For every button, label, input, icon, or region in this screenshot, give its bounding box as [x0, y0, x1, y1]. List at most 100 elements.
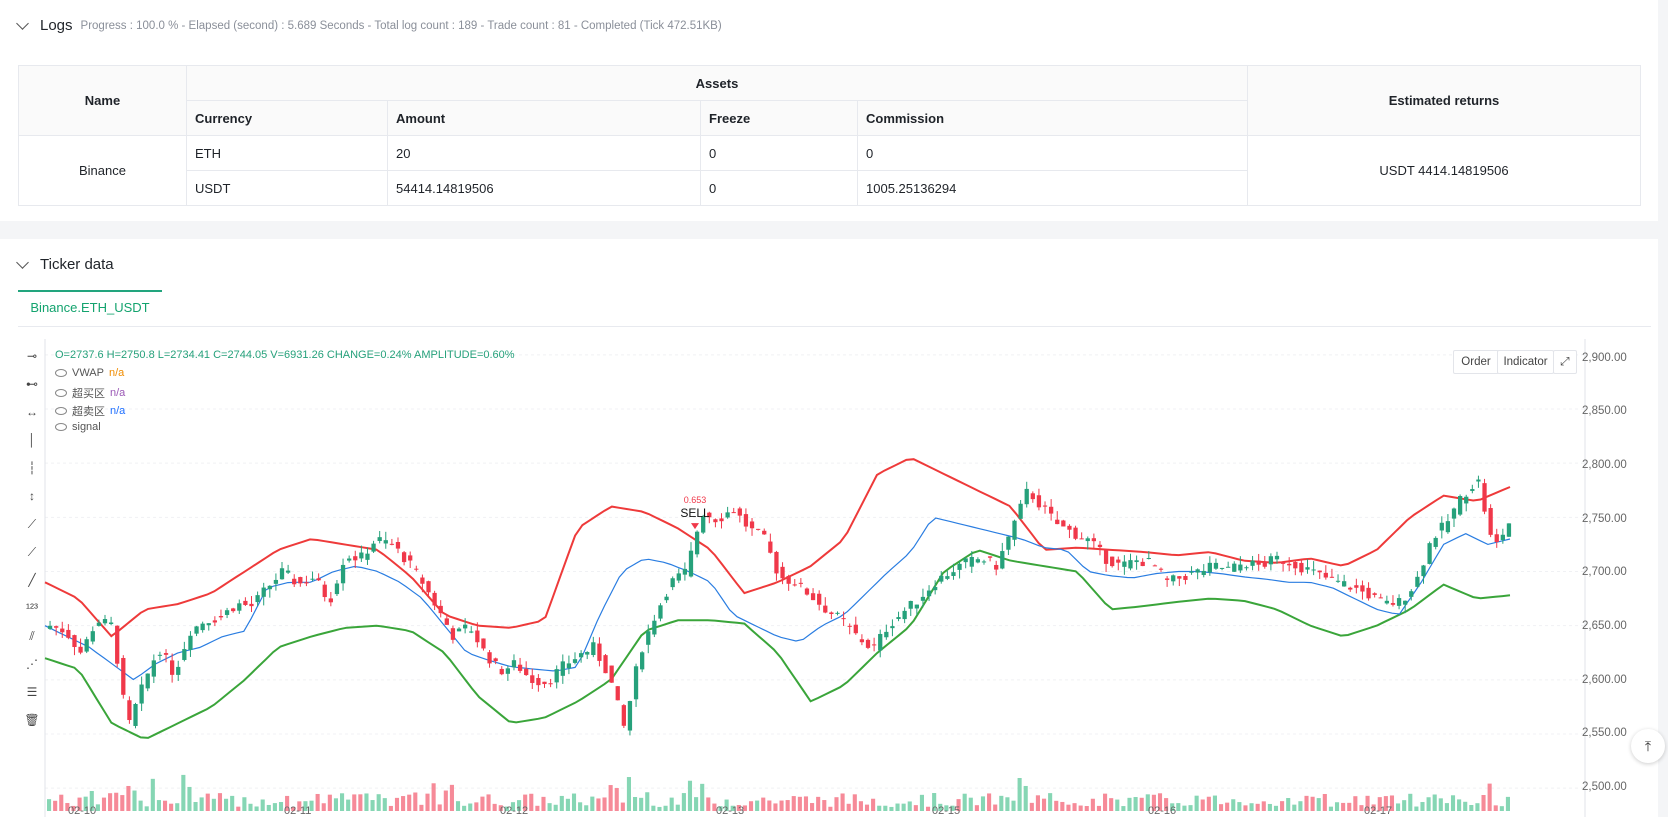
fibonacci-tool-icon[interactable]: ⋰ [26, 657, 38, 671]
candle-body [688, 550, 694, 577]
fib-levels-tool-icon[interactable]: ☰ [26, 685, 38, 699]
volume-bar [156, 800, 161, 811]
y-tick-label: 2,900.00 [1582, 352, 1627, 364]
chevron-down-icon[interactable] [16, 255, 29, 269]
volume-bar [462, 805, 467, 811]
indicator-button[interactable]: Indicator [1497, 350, 1554, 374]
volume-bar [584, 805, 589, 811]
candle-body [1439, 522, 1444, 531]
volume-bar [1481, 795, 1486, 811]
horizontal-line-tool-icon[interactable]: ⊸ [26, 349, 38, 363]
y-tick-label: 2,650.00 [1582, 620, 1627, 632]
candle-body [890, 626, 895, 629]
candle-body [591, 642, 596, 656]
volume-bar [266, 804, 271, 811]
ohlc-readout: O=2737.6 H=2750.8 L=2734.41 C=2744.05 V=… [55, 349, 515, 361]
candle-body [670, 578, 675, 588]
indicator-overbought[interactable]: 超买区 n/a [55, 385, 125, 401]
volume-bar [864, 804, 870, 811]
candle-body [1280, 562, 1286, 564]
candle-body [572, 659, 578, 663]
volume-bar [47, 799, 52, 811]
indicator-signal[interactable]: signal [55, 421, 101, 433]
candle-body [664, 596, 669, 601]
volume-bar [162, 800, 168, 811]
volume-bar [1249, 803, 1254, 811]
candle-body [322, 584, 327, 598]
candle-body [798, 582, 804, 584]
candle-body [1122, 561, 1127, 567]
y-tick-label: 2,750.00 [1582, 513, 1627, 525]
logs-header[interactable]: Logs Progress : 100.0 % - Elapsed (secon… [16, 16, 722, 34]
volume-bar [364, 793, 369, 811]
volume-bar [633, 797, 638, 811]
volume-bar [309, 800, 314, 811]
volume-bar [529, 793, 534, 811]
candle-body [377, 537, 382, 541]
volume-bar [382, 798, 387, 811]
volume-bar [236, 806, 241, 811]
volume-bar [712, 803, 717, 811]
volume-bar [913, 805, 918, 811]
candle-body [554, 669, 559, 683]
volume-bar [773, 803, 778, 811]
sell-arrow-icon [691, 523, 699, 530]
candle-body [1360, 585, 1365, 592]
freeze-header: Freeze [700, 100, 858, 136]
ticker-title: Ticker data [40, 256, 114, 273]
order-button[interactable]: Order [1453, 350, 1499, 374]
vertical-line-tool-icon[interactable]: │ [28, 433, 36, 447]
volume-bar [1145, 794, 1150, 811]
eye-icon[interactable] [55, 407, 67, 415]
volume-bar [199, 797, 204, 811]
candle-body [975, 559, 981, 563]
vertical-ray-tool-icon[interactable]: ↕ [29, 489, 35, 503]
volume-bar [956, 799, 961, 811]
candle-body [1390, 603, 1396, 605]
indicator-name: signal [72, 421, 101, 433]
candle-body [1457, 496, 1463, 515]
trend-line-tool-icon[interactable]: ⟋ [27, 516, 37, 531]
candle-body [212, 620, 218, 623]
candle-body [1244, 567, 1249, 569]
candle-body [719, 518, 724, 522]
horizontal-ray-tool-icon[interactable]: ⊷ [26, 377, 38, 391]
vwap-line [44, 517, 1511, 681]
ray-line-tool-icon[interactable]: ⟋ [27, 544, 37, 559]
eye-icon[interactable] [55, 423, 67, 431]
scroll-to-top-button[interactable]: ⤒ [1631, 729, 1665, 763]
trash-icon[interactable]: 🗑 [24, 713, 40, 727]
volume-bar [1255, 803, 1260, 811]
indicator-oversold[interactable]: 超卖区 n/a [55, 403, 125, 419]
candle-body [444, 618, 449, 625]
eye-icon[interactable] [55, 389, 67, 397]
volume-bar [871, 798, 876, 811]
eye-icon[interactable] [55, 369, 67, 377]
amount-cell: 54414.14819506 [387, 170, 701, 206]
chevron-down-icon[interactable] [16, 16, 29, 30]
candle-body [96, 622, 102, 626]
volume-bar [327, 794, 332, 811]
volume-bar [1212, 795, 1217, 811]
volume-bar [217, 793, 223, 811]
candle-body [1036, 495, 1042, 508]
parallel-channel-tool-icon[interactable]: ⫽ [29, 628, 35, 643]
vertical-segment-tool-icon[interactable]: ┆ [28, 461, 36, 475]
candle-body [853, 624, 858, 634]
indicator-vwap[interactable]: VWAP n/a [55, 367, 124, 379]
price-line-tool-icon[interactable]: ¹²³ [26, 601, 38, 615]
volume-bar [889, 806, 894, 811]
tab-binance-eth-usdt[interactable]: Binance.ETH_USDT [18, 290, 162, 322]
volume-bar [120, 795, 125, 811]
candle-body [163, 653, 169, 655]
volume-bar [211, 798, 216, 811]
candle-body [1024, 488, 1029, 505]
horizontal-segment-tool-icon[interactable]: ↔ [26, 405, 38, 419]
segment-tool-icon[interactable]: ╱ [28, 573, 36, 587]
candle-body [450, 628, 456, 640]
ticker-header[interactable]: Ticker data [16, 255, 114, 273]
fullscreen-icon[interactable]: ⤢ [1553, 350, 1577, 374]
candle-body [1403, 600, 1408, 605]
y-tick-label: 2,850.00 [1582, 405, 1627, 417]
